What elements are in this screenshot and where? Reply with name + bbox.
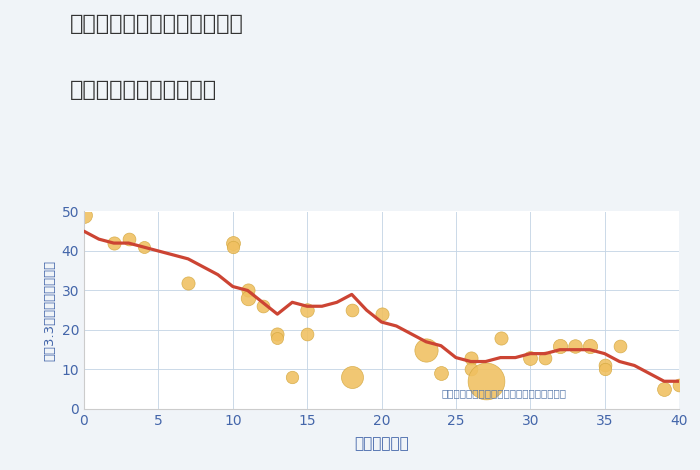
- Point: [584, 342, 595, 350]
- Point: [272, 330, 283, 337]
- Point: [421, 346, 432, 353]
- Point: [465, 366, 476, 373]
- Point: [78, 212, 90, 219]
- Point: [465, 354, 476, 361]
- Point: [242, 287, 253, 294]
- Point: [480, 377, 491, 385]
- Point: [242, 295, 253, 302]
- Text: 円の大きさは、取引のあった物件面積を示す: 円の大きさは、取引のあった物件面積を示す: [441, 388, 566, 398]
- Point: [435, 369, 447, 377]
- Point: [525, 354, 536, 361]
- X-axis label: 築年数（年）: 築年数（年）: [354, 436, 409, 451]
- Point: [540, 354, 551, 361]
- Point: [183, 279, 194, 286]
- Point: [138, 243, 149, 251]
- Point: [376, 310, 387, 318]
- Point: [108, 239, 119, 247]
- Text: 福岡県築上郡築上町下別府の: 福岡県築上郡築上町下別府の: [70, 14, 244, 34]
- Point: [257, 303, 268, 310]
- Point: [123, 235, 134, 243]
- Point: [673, 382, 685, 389]
- Point: [272, 334, 283, 342]
- Point: [346, 374, 357, 381]
- Point: [569, 342, 580, 350]
- Point: [227, 243, 238, 251]
- Point: [495, 334, 506, 342]
- Point: [346, 306, 357, 314]
- Point: [287, 374, 298, 381]
- Point: [614, 342, 625, 350]
- Point: [227, 239, 238, 247]
- Point: [554, 342, 566, 350]
- Point: [599, 366, 610, 373]
- Point: [302, 330, 313, 337]
- Point: [659, 385, 670, 393]
- Y-axis label: 坪（3.3㎡）単価（万円）: 坪（3.3㎡）単価（万円）: [43, 259, 56, 361]
- Point: [302, 306, 313, 314]
- Text: 築年数別中古戸建て価格: 築年数別中古戸建て価格: [70, 80, 217, 100]
- Point: [599, 362, 610, 369]
